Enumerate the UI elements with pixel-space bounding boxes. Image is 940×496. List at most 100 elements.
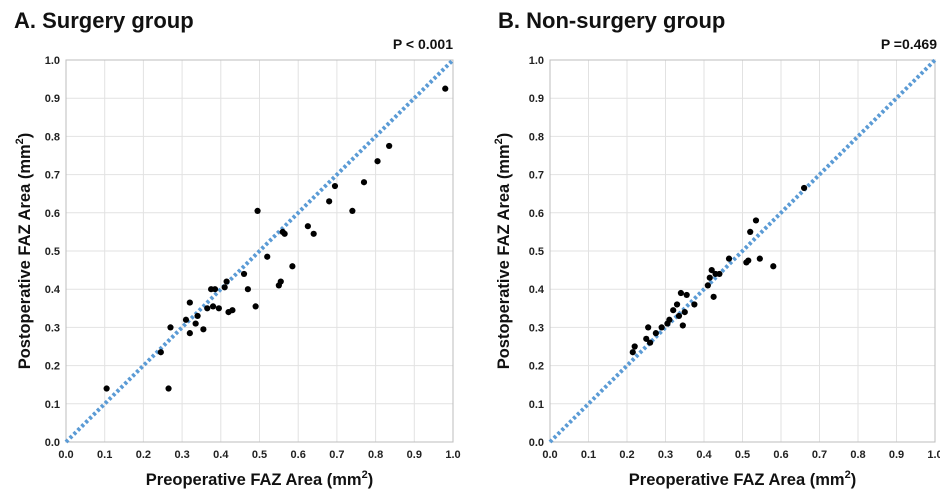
- data-point: [215, 305, 222, 312]
- data-point: [264, 253, 271, 260]
- x-tick-label: 0.8: [850, 449, 865, 461]
- x-axis-label: Preoperative FAZ Area (mm2): [146, 469, 373, 489]
- data-point: [165, 385, 172, 392]
- y-tick-label: 0.3: [45, 322, 60, 334]
- chart-panel-b: 0.0 0.1 0.2 0.3 0.4 0.5 0.6 0.7 0.8 0.9 1.0 0.0 0.1 0…: [493, 8, 940, 489]
- x-tick-label: 0.0: [542, 449, 557, 461]
- data-point: [683, 291, 690, 299]
- data-point: [666, 316, 673, 323]
- x-tick-label: 0.8: [368, 449, 383, 461]
- plot-frame: [549, 59, 936, 443]
- data-point: [725, 255, 733, 262]
- data-point: [658, 324, 665, 331]
- x-tick-label: 0.4: [696, 449, 712, 461]
- data-point: [442, 85, 449, 92]
- data-point: [670, 307, 677, 314]
- data-point: [240, 270, 248, 278]
- data-point: [745, 257, 752, 264]
- data-point: [645, 324, 652, 331]
- data-point: [192, 320, 199, 327]
- y-tick-label: 1.0: [45, 55, 60, 67]
- data-point: [157, 349, 164, 356]
- p-value-annotation: P < 0.001: [393, 36, 453, 52]
- y-axis-label: Postoperative FAZ Area (mm2): [493, 133, 513, 370]
- data-point: [194, 312, 201, 320]
- data-point: [679, 322, 686, 329]
- x-tick-label: 0.3: [174, 449, 189, 461]
- y-tick-label: 0.9: [529, 93, 544, 105]
- data-point: [252, 303, 259, 310]
- y-tick-label: 0.3: [529, 322, 544, 334]
- chart-panel-a: 0.0 0.1 0.2 0.3 0.4 0.5 0.6 0.7 0.8 0.9 1.0 0.0 0.1 0…: [14, 8, 461, 489]
- data-point: [204, 305, 211, 312]
- x-tick-label: 0.7: [812, 449, 827, 461]
- data-point: [716, 270, 723, 278]
- data-point: [186, 330, 193, 337]
- reference-line-y-equals-x: [64, 58, 455, 444]
- data-point: [200, 326, 207, 333]
- data-point: [289, 263, 296, 270]
- x-tick-label: 1.0: [927, 449, 940, 461]
- data-point: [770, 263, 777, 270]
- y-axis-label: Postoperative FAZ Area (mm2): [14, 133, 34, 370]
- p-value-annotation: P =0.469: [881, 36, 937, 52]
- x-tick-label: 0.2: [136, 449, 151, 461]
- x-tick-label: 0.0: [58, 449, 73, 461]
- data-point: [756, 255, 763, 262]
- data-point: [221, 284, 228, 291]
- data-point: [673, 301, 681, 308]
- data-point: [281, 230, 288, 237]
- x-tick-label: 0.5: [735, 449, 750, 461]
- y-tick-label: 1.0: [529, 55, 544, 67]
- data-point: [209, 303, 217, 310]
- x-axis-label: Preoperative FAZ Area (mm2): [629, 469, 856, 489]
- data-point: [708, 267, 715, 274]
- data-point: [229, 307, 236, 314]
- data-point: [277, 278, 284, 285]
- data-point: [211, 286, 219, 293]
- y-tick-label: 0.7: [529, 170, 544, 182]
- x-tick-label: 1.0: [445, 449, 460, 461]
- data-point: [691, 301, 698, 308]
- y-tick-label: 0.5: [45, 246, 60, 258]
- data-point: [310, 230, 317, 237]
- data-point: [304, 223, 311, 230]
- data-point: [631, 343, 638, 350]
- data-point: [747, 228, 754, 235]
- y-tick-label: 0.1: [529, 399, 544, 411]
- data-point: [182, 316, 190, 323]
- data-point: [223, 278, 230, 285]
- y-tick-label: 0.8: [529, 131, 544, 143]
- data-point: [349, 207, 356, 214]
- data-point: [677, 289, 685, 297]
- data-point: [710, 293, 717, 300]
- data-point: [752, 217, 760, 224]
- y-tick-label: 0.0: [529, 437, 544, 449]
- data-point: [326, 198, 333, 205]
- x-tick-label: 0.6: [773, 449, 788, 461]
- chart-title: A. Surgery group: [14, 8, 194, 33]
- y-tick-label: 0.2: [45, 361, 60, 373]
- data-point: [801, 184, 808, 192]
- data-point: [244, 286, 251, 293]
- y-tick-label: 0.9: [45, 93, 60, 105]
- data-point: [374, 158, 381, 165]
- data-point: [186, 299, 193, 306]
- x-tick-label: 0.5: [252, 449, 267, 461]
- x-tick-label: 0.2: [619, 449, 634, 461]
- y-tick-label: 0.2: [529, 361, 544, 373]
- data-point: [331, 182, 339, 190]
- data-point: [629, 349, 636, 356]
- x-tick-label: 0.1: [581, 449, 596, 461]
- y-tick-label: 0.6: [529, 208, 544, 220]
- y-tick-label: 0.8: [45, 131, 60, 143]
- x-tick-label: 0.9: [889, 449, 904, 461]
- x-tick-label: 0.6: [291, 449, 306, 461]
- x-tick-label: 0.7: [329, 449, 344, 461]
- data-point: [103, 385, 110, 392]
- y-tick-label: 0.5: [529, 246, 544, 258]
- y-tick-label: 0.4: [45, 284, 61, 296]
- data-point: [704, 282, 711, 289]
- data-point: [386, 142, 393, 150]
